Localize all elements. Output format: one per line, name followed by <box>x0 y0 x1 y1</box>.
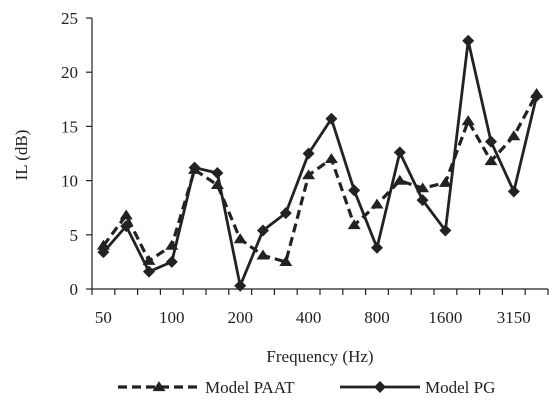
x-tick-label: 3150 <box>497 308 531 327</box>
data-point-triangle <box>438 176 452 187</box>
data-point-diamond <box>530 90 543 103</box>
x-tick-label: 1600 <box>428 308 462 327</box>
data-point-diamond <box>416 194 429 207</box>
data-point-diamond <box>143 265 155 278</box>
data-point-diamond <box>371 241 383 254</box>
y-tick-label: 5 <box>70 226 79 245</box>
y-tick-label: 25 <box>61 9 78 28</box>
data-point-diamond <box>348 184 361 197</box>
data-point-triangle <box>461 115 475 126</box>
legend-marker-diamond <box>374 381 386 393</box>
data-point-triangle <box>507 130 521 141</box>
data-point-diamond <box>97 246 110 259</box>
data-point-diamond <box>234 279 247 292</box>
legend-item-model-paat <box>118 381 200 392</box>
data-point-triangle <box>484 155 498 166</box>
chart-axes <box>91 18 548 290</box>
data-point-triangle <box>119 209 133 220</box>
data-point-diamond <box>211 167 224 180</box>
data-point-diamond <box>462 34 475 47</box>
y-tick-label: 20 <box>61 63 78 82</box>
data-point-diamond <box>257 224 269 237</box>
data-point-diamond <box>279 207 292 220</box>
data-point-triangle <box>302 169 316 180</box>
data-point-triangle <box>370 198 384 209</box>
data-point-triangle <box>256 249 270 260</box>
data-point-diamond <box>485 135 497 148</box>
data-point-diamond <box>188 161 201 174</box>
x-tick-label: 100 <box>159 308 185 327</box>
series-model-pg <box>97 34 543 292</box>
y-tick-label: 15 <box>61 117 78 136</box>
y-axis-title: IL (dB) <box>12 130 31 181</box>
legend-marker-triangle <box>152 381 166 392</box>
series-layer <box>96 34 544 292</box>
data-point-triangle <box>324 153 338 164</box>
x-tick-label: 50 <box>95 308 112 327</box>
x-tick-label: 200 <box>227 308 253 327</box>
data-point-diamond <box>302 147 315 160</box>
y-tick-label: 0 <box>70 280 79 299</box>
data-point-triangle <box>347 219 361 230</box>
series-line <box>102 39 538 288</box>
x-tick-label: 400 <box>296 308 322 327</box>
x-tick-label: 800 <box>364 308 390 327</box>
data-point-diamond <box>325 112 338 125</box>
data-point-diamond <box>393 146 406 159</box>
y-axis-ticks: 0 5 10 15 20 25 <box>61 9 92 299</box>
data-point-triangle <box>416 182 430 193</box>
legend-label-model-paat: Model PAAT <box>205 378 295 397</box>
data-point-triangle <box>393 174 407 185</box>
legend: Model PAAT Model PG <box>118 378 495 397</box>
data-point-diamond <box>120 220 133 233</box>
data-point-triangle <box>233 233 247 244</box>
series-model-paat <box>96 88 544 266</box>
series-line <box>102 93 539 264</box>
x-axis-ticks: 50 100 200 400 800 1600 3150 <box>91 289 549 327</box>
y-tick-label: 10 <box>61 172 78 191</box>
legend-label-model-pg: Model PG <box>425 378 495 397</box>
data-point-diamond <box>507 185 520 198</box>
data-point-diamond <box>165 255 178 268</box>
x-axis-title: Frequency (Hz) <box>266 347 373 366</box>
legend-item-model-pg <box>340 381 420 393</box>
data-point-triangle <box>279 256 293 266</box>
data-point-diamond <box>439 224 452 237</box>
